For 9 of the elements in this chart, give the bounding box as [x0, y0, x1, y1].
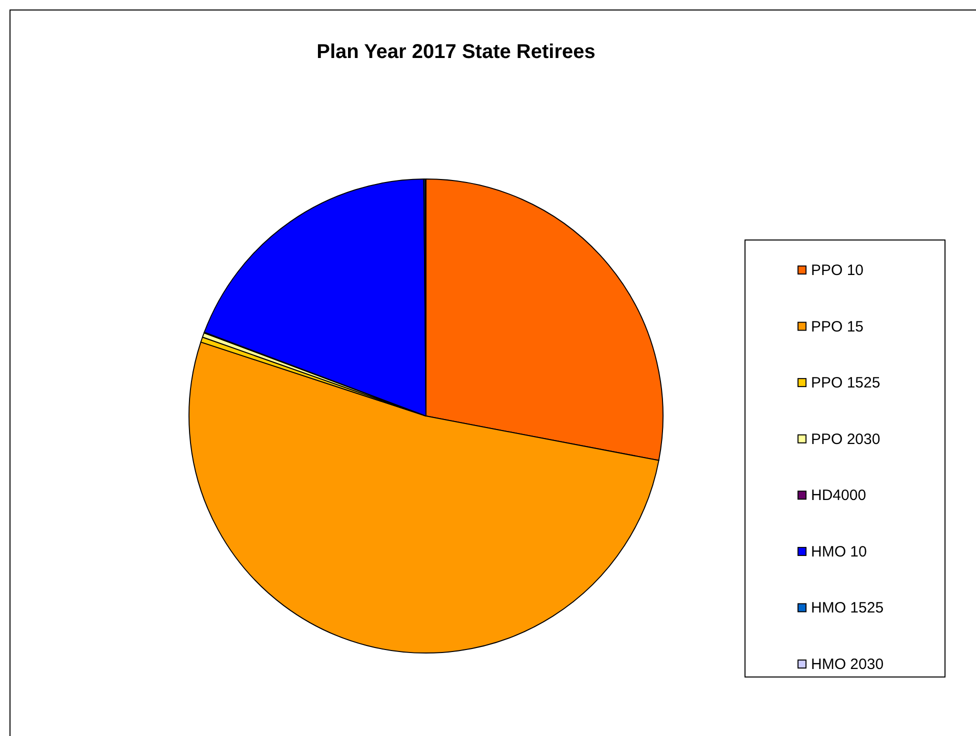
legend-label: HMO 1525 — [811, 600, 884, 617]
legend-label: PPO 15 — [811, 318, 864, 336]
legend-label: PPO 2030 — [811, 430, 880, 448]
legend-label: HMO 10 — [811, 543, 867, 560]
legend-label: HD4000 — [811, 487, 866, 504]
legend-label: PPO 10 — [811, 262, 864, 279]
chart-title: Plan Year 2017 State Retirees — [316, 41, 596, 63]
legend-label: HMO 2030 — [811, 656, 884, 674]
legend-label: PPO 1525 — [811, 374, 880, 392]
